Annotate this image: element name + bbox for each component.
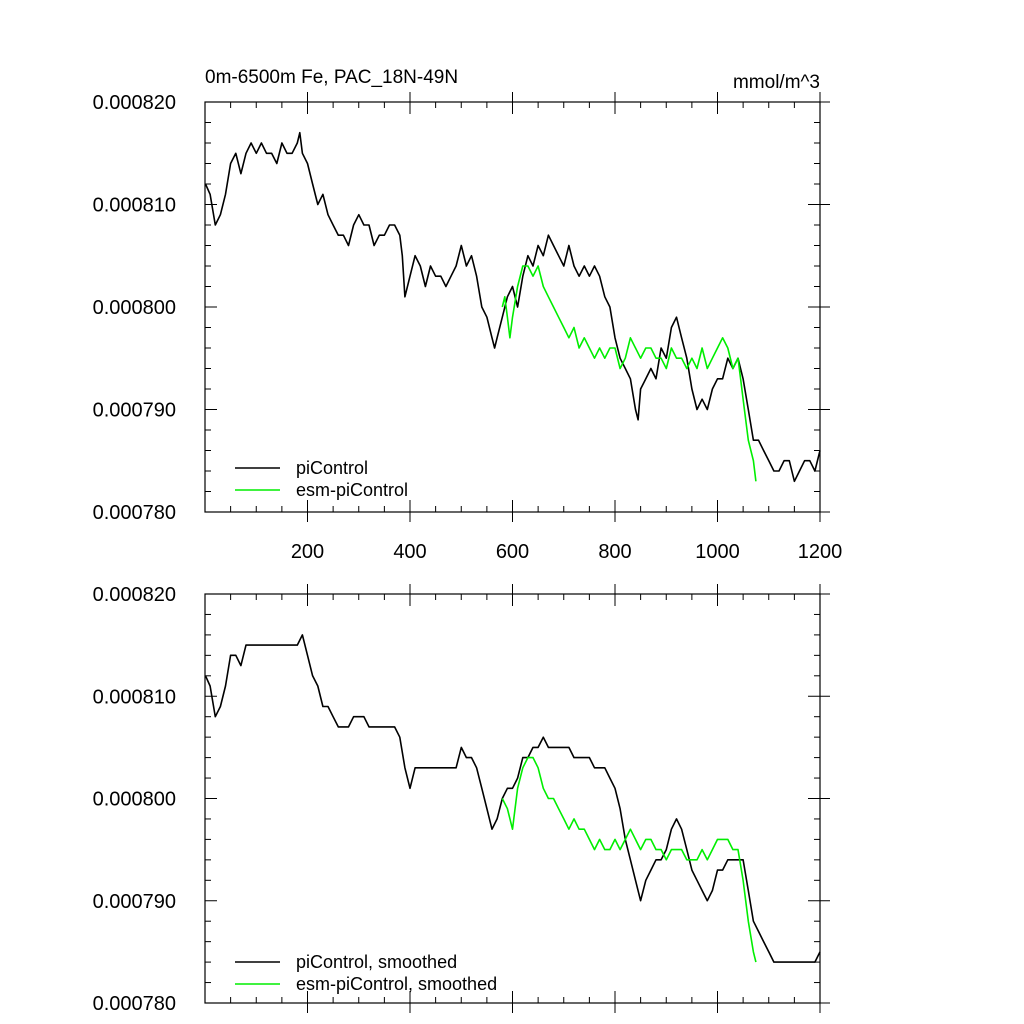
legend-label: esm-piControl bbox=[296, 480, 408, 500]
series-line-picontrol bbox=[204, 131, 821, 483]
y-tick-label: 0.000810 bbox=[93, 195, 176, 217]
series-line-esm-picontrol bbox=[501, 265, 757, 482]
y-tick-label: 0.000820 bbox=[93, 92, 176, 114]
plot-frame bbox=[204, 593, 821, 1004]
x-tick-label: 400 bbox=[393, 541, 426, 563]
x-tick-label: 800 bbox=[598, 541, 631, 563]
y-tick-label: 0.000810 bbox=[93, 686, 176, 708]
series-line-picontrol-smoothed bbox=[204, 634, 821, 963]
series-line-esm-picontrol-smoothed bbox=[501, 756, 757, 963]
legend-label: piControl, smoothed bbox=[296, 952, 457, 972]
legend-label: esm-piControl, smoothed bbox=[296, 974, 497, 994]
y-tick-label: 0.000790 bbox=[93, 400, 176, 422]
chart-units: mmol/m^3 bbox=[733, 72, 820, 93]
x-tick-label: 1200 bbox=[798, 541, 843, 563]
y-tick-label: 0.000800 bbox=[93, 297, 176, 319]
x-tick-label: 200 bbox=[291, 541, 324, 563]
top-panel: 200 400 600 800 1000 1200 0.000780 0.000790 0.00… bbox=[93, 92, 843, 563]
y-tick-label: 0.000780 bbox=[93, 502, 176, 524]
legend-label: piControl bbox=[296, 458, 368, 478]
x-tick-label: 1000 bbox=[695, 541, 740, 563]
y-tick-label: 0.000800 bbox=[93, 789, 176, 811]
chart-title: 0m-6500m Fe, PAC_18N-49N bbox=[205, 67, 458, 88]
plot-frame bbox=[204, 101, 821, 513]
y-tick-label: 0.000820 bbox=[93, 584, 176, 606]
x-tick-label: 600 bbox=[496, 541, 529, 563]
y-tick-label: 0.000780 bbox=[93, 993, 176, 1015]
bottom-panel: 0.000780 0.000790 0.000800 0.000810 0.000820… bbox=[93, 584, 830, 1015]
y-tick-label: 0.000790 bbox=[93, 891, 176, 913]
